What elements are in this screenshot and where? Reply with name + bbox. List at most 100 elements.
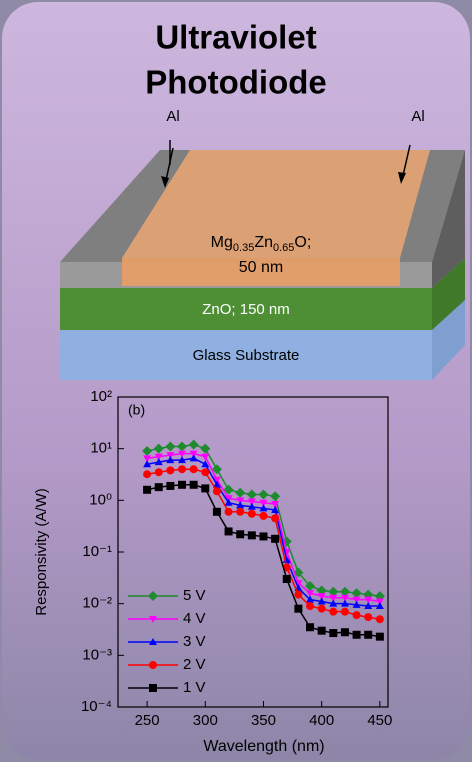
- marker: [201, 453, 210, 461]
- zno-label: ZnO; 150 nm: [202, 301, 290, 318]
- marker: [178, 456, 187, 464]
- al-label: Al: [166, 108, 179, 125]
- marker: [364, 630, 373, 639]
- marker: [340, 599, 349, 607]
- marker: [317, 597, 326, 605]
- y-tick-label: 10⁻¹: [82, 543, 112, 560]
- substrate: [60, 330, 432, 380]
- marker: [148, 591, 158, 601]
- marker: [340, 594, 349, 602]
- marker: [178, 465, 187, 474]
- marker: [329, 594, 338, 602]
- x-tick-label: 450: [367, 712, 392, 729]
- marker: [201, 484, 210, 493]
- marker: [271, 500, 280, 508]
- marker: [247, 502, 256, 510]
- marker: [154, 453, 163, 461]
- marker: [235, 487, 246, 498]
- marker: [188, 439, 199, 450]
- marker: [154, 483, 163, 492]
- annotation: (b): [128, 402, 145, 418]
- marker: [259, 504, 268, 512]
- x-axis-label: Wavelength (nm): [203, 738, 324, 755]
- marker: [247, 509, 256, 518]
- marker: [352, 596, 361, 604]
- y-tick-label: 10⁻³: [82, 646, 112, 663]
- marker: [306, 623, 315, 632]
- marker: [223, 484, 234, 495]
- arrowhead: [398, 172, 406, 184]
- marker: [236, 501, 245, 509]
- marker: [364, 596, 373, 604]
- marker: [294, 604, 303, 613]
- marker: [211, 464, 222, 475]
- marker: [352, 630, 361, 639]
- marker: [166, 452, 175, 460]
- marker: [352, 600, 361, 608]
- marker: [149, 616, 157, 623]
- marker: [200, 443, 211, 454]
- marker: [236, 507, 245, 516]
- marker: [236, 530, 245, 539]
- marker: [375, 602, 384, 610]
- marker: [246, 489, 257, 500]
- subscript: 0.65: [273, 242, 294, 254]
- marker: [142, 446, 153, 457]
- zno-layer: [60, 288, 432, 330]
- marker: [149, 638, 157, 645]
- marker: [166, 456, 175, 464]
- x-tick-label: 400: [309, 712, 334, 729]
- marker: [212, 487, 221, 496]
- marker: [317, 604, 326, 613]
- marker: [224, 527, 233, 536]
- al-label: Al: [411, 108, 424, 125]
- y-tick-label: 10²: [90, 388, 112, 405]
- mgzno-top: [122, 150, 430, 258]
- marker: [224, 507, 233, 516]
- marker: [153, 443, 164, 454]
- marker: [340, 628, 349, 637]
- marker: [189, 465, 198, 474]
- marker: [375, 615, 384, 624]
- title: Photodiode: [145, 64, 326, 101]
- y-tick-label: 10⁰: [89, 491, 112, 508]
- marker: [306, 590, 315, 598]
- text: Zn: [254, 234, 273, 251]
- marker: [212, 480, 221, 488]
- marker: [189, 480, 198, 489]
- marker: [149, 684, 157, 692]
- legend-label: 3 V: [183, 633, 206, 650]
- marker: [329, 607, 338, 616]
- marker: [143, 455, 152, 463]
- marker: [178, 450, 187, 458]
- y-axis-label: Responsivity (A/W): [33, 488, 50, 616]
- marker: [375, 632, 384, 641]
- marker: [316, 585, 327, 596]
- al-side: [432, 150, 465, 288]
- marker: [154, 468, 163, 477]
- subscript: 0.35: [233, 242, 254, 254]
- marker: [149, 661, 157, 669]
- marker: [375, 598, 384, 606]
- marker: [340, 607, 349, 616]
- marker: [329, 629, 338, 638]
- marker: [294, 590, 303, 599]
- marker: [166, 481, 175, 490]
- marker: [212, 476, 221, 484]
- marker: [236, 497, 245, 505]
- marker: [165, 441, 176, 452]
- title: Ultraviolet: [155, 19, 316, 56]
- legend-label: 5 V: [183, 587, 206, 604]
- marker: [271, 534, 280, 543]
- text: O;: [294, 234, 311, 251]
- marker: [364, 602, 373, 610]
- marker: [351, 588, 362, 599]
- marker: [189, 454, 198, 462]
- legend-label: 1 V: [183, 679, 206, 696]
- marker: [306, 595, 315, 603]
- device-diagram: Al Al Mg0.35Zn0.65O; 50 nm ZnO; 150 nm G…: [60, 108, 465, 380]
- marker: [305, 580, 316, 591]
- x-tick-label: 250: [135, 712, 160, 729]
- marker: [259, 532, 268, 541]
